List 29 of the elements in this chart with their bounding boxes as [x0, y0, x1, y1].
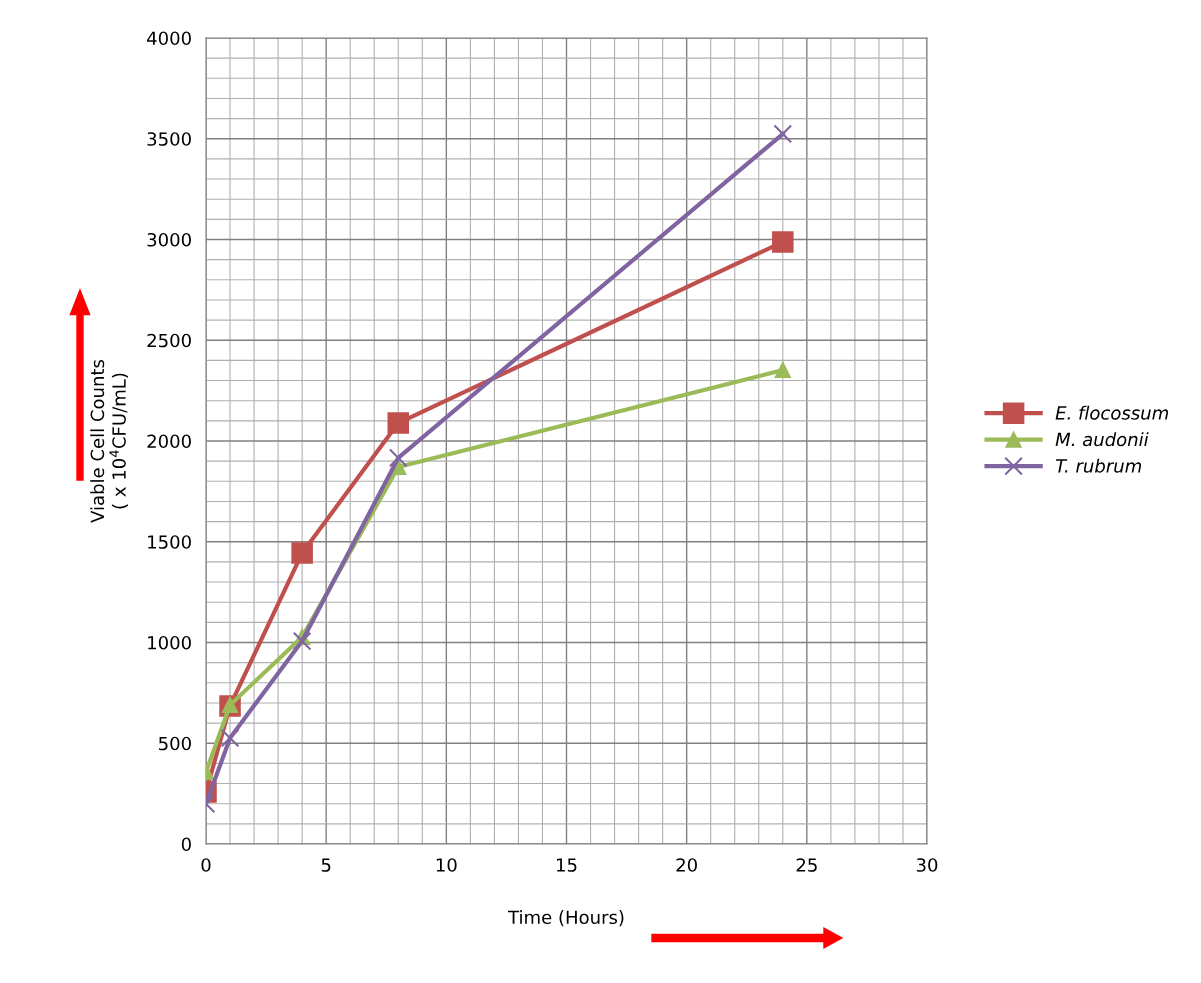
x-tick-label: 15: [557, 858, 577, 872]
y-tick-label: 1000: [148, 635, 191, 650]
y-tick-label: 500: [159, 736, 191, 751]
y-tick-label: 2000: [147, 434, 191, 449]
y-tick-label: 2500: [147, 333, 191, 348]
legend-label: M. audonii: [1055, 432, 1149, 447]
point: [387, 412, 410, 434]
point: [388, 448, 408, 468]
x-tick-label: 20: [676, 858, 697, 872]
point: [291, 542, 313, 564]
legend-label: E. flocossum: [1055, 405, 1169, 420]
point: [774, 362, 791, 379]
point: [773, 124, 793, 144]
y-tick-label: 3000: [147, 232, 191, 247]
point: [772, 231, 794, 253]
y-tick-label: 0: [181, 837, 191, 852]
point: [292, 631, 312, 651]
y-tick-label: 3500: [147, 132, 191, 146]
x-tick-label: 10: [436, 858, 457, 872]
y-tick-label: 1500: [148, 535, 191, 549]
x-tick-label: 5: [321, 858, 331, 872]
y-axis-title: Viable Cell Counts ( x 10$^{4}$CFU/mL): [90, 359, 128, 523]
x-tick-label: 0: [201, 858, 211, 872]
x-tick-label: 30: [916, 858, 938, 872]
x-tick-label: 25: [796, 858, 817, 872]
point: [220, 728, 240, 748]
legend-label: T. rubrum: [1055, 458, 1142, 473]
y-tick-label: 4000: [147, 31, 191, 46]
x-axis-title: Time (Hours): [508, 910, 624, 927]
